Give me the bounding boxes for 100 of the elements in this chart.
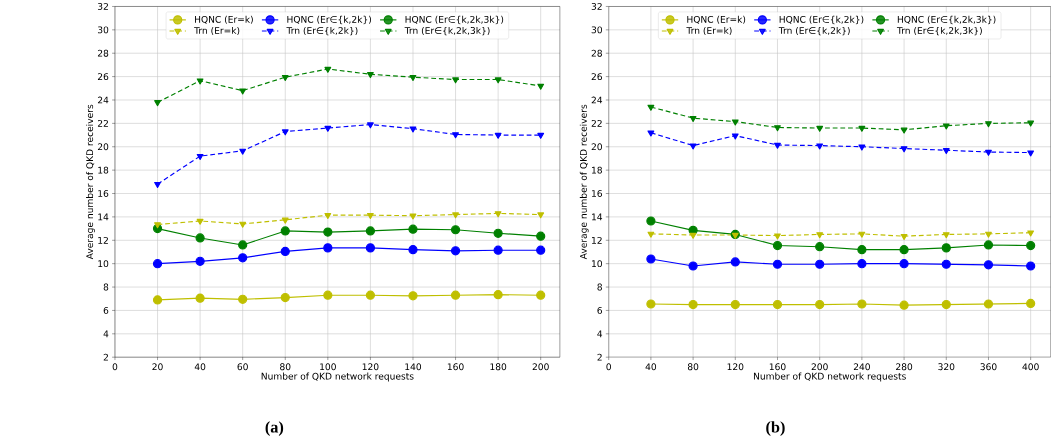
text: (a) [265, 421, 284, 436]
x-tick-label: 160 [769, 363, 786, 371]
point [900, 127, 908, 134]
y-tick-label: 22 [97, 120, 108, 127]
point [154, 222, 161, 229]
point [494, 77, 502, 84]
x-tick-label: 280 [896, 363, 913, 371]
x-tick-label: 0 [606, 363, 611, 371]
x-tick-label: 100 [320, 363, 336, 371]
point [452, 132, 459, 139]
point [280, 293, 290, 303]
point [774, 125, 781, 132]
point [942, 148, 950, 155]
y-tick-label: 2 [103, 353, 108, 361]
x-tick-label: 80 [687, 363, 699, 371]
x-tick-label: 20 [152, 363, 163, 371]
y-tick-label: 20 [591, 143, 602, 151]
y-tick-label: 18 [98, 166, 109, 174]
point [409, 126, 417, 133]
point [408, 291, 418, 301]
y-tick-label: 32 [97, 3, 108, 10]
point [1026, 240, 1036, 251]
x-tick-label: 40 [194, 363, 206, 371]
point [324, 213, 332, 220]
point [774, 233, 781, 240]
point [536, 231, 546, 241]
point [688, 261, 698, 271]
x-tick-label: 60 [237, 363, 248, 371]
y-tick-label: 8 [103, 283, 109, 291]
point [646, 254, 656, 264]
point [365, 290, 376, 300]
point [730, 257, 740, 267]
point [239, 221, 247, 228]
y-tick-label: 14 [592, 213, 603, 221]
point [942, 232, 950, 239]
x-tick-label: 180 [490, 363, 507, 371]
point [857, 299, 867, 309]
y-tick-label: 2 [597, 353, 602, 361]
point [983, 299, 994, 309]
point [1027, 230, 1035, 237]
point [450, 246, 461, 256]
point [985, 231, 992, 238]
x-tick-label: 80 [280, 363, 291, 371]
x-tick-label: 140 [405, 363, 422, 371]
x-tick-label: 200 [811, 363, 828, 371]
point [815, 300, 825, 310]
point [280, 246, 290, 257]
point [941, 300, 951, 310]
point [239, 148, 247, 155]
y-tick-label: 8 [597, 283, 602, 291]
point [647, 104, 655, 111]
point [452, 77, 459, 84]
point [323, 227, 333, 237]
point [323, 243, 333, 253]
x-tick-label: 120 [362, 363, 379, 371]
text: (b) [766, 421, 785, 436]
x-tick-label: 200 [532, 363, 549, 371]
legend-label: Trn (Er∈{k,2k}) [778, 26, 850, 36]
y-tick-label: 4 [103, 330, 109, 338]
point [815, 242, 825, 252]
point [1027, 150, 1035, 157]
x-tick-label: 240 [853, 363, 870, 371]
point [899, 300, 909, 310]
point [941, 243, 951, 253]
y-tick-label: 28 [591, 49, 602, 57]
point [858, 144, 866, 151]
y-tick-label: 10 [98, 260, 109, 268]
legend-label: Trn (Er∈{k,2k,3k}) [896, 26, 982, 36]
point [409, 75, 417, 82]
y-tick-label: 6 [103, 307, 109, 314]
point [730, 300, 740, 310]
legend-label: Trn (Er∈{k,2k,3k}) [404, 26, 490, 36]
legend-label: HQNC (Er∈{k,2k,3k}) [897, 15, 996, 25]
point [323, 290, 333, 300]
y-tick-label: 24 [97, 96, 109, 104]
x-tick-label: 360 [980, 363, 997, 371]
point [195, 233, 205, 243]
point [537, 132, 545, 139]
legend-label: Trn (Er=k) [194, 26, 240, 36]
point [899, 259, 909, 269]
point [772, 240, 783, 251]
point [493, 290, 503, 300]
point [195, 293, 205, 303]
point [646, 299, 656, 309]
x-tick-label: 0 [112, 363, 118, 371]
point [196, 218, 204, 225]
y-tick-label: 12 [98, 236, 108, 244]
y-tick-label: 16 [592, 190, 603, 198]
point [365, 243, 376, 253]
y-tick-label: 12 [592, 236, 602, 244]
point [689, 115, 697, 123]
point [409, 213, 417, 220]
point [899, 245, 909, 255]
point [689, 232, 697, 239]
point [493, 228, 503, 238]
x-axis-title: Number of QKD network requests [261, 372, 414, 382]
legend-label: HQNC (Er=k) [195, 15, 253, 24]
point [646, 216, 656, 226]
point [689, 143, 697, 150]
legend-label: HQNC (Er∈{k,2k}) [287, 15, 372, 25]
